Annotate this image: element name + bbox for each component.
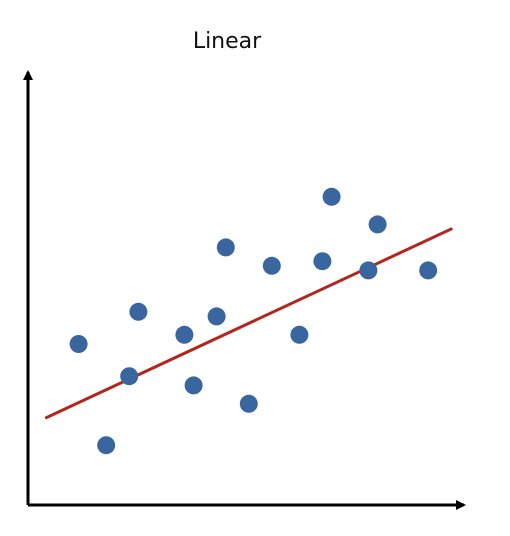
data-point <box>290 325 309 344</box>
data-point <box>239 394 258 413</box>
data-point <box>322 187 341 206</box>
data-point <box>313 252 332 271</box>
data-point <box>97 436 116 455</box>
trend-line <box>44 227 453 420</box>
data-point <box>368 215 387 234</box>
chart-title: Linear <box>193 29 262 54</box>
data-point <box>207 307 226 326</box>
data-point <box>262 256 281 275</box>
data-point <box>175 325 194 344</box>
data-point <box>419 261 438 280</box>
trend-layer <box>44 227 453 420</box>
data-point <box>184 376 203 395</box>
data-point <box>69 335 88 353</box>
data-point <box>216 238 235 257</box>
data-point <box>359 261 378 280</box>
data-point <box>129 302 148 321</box>
data-point <box>120 367 139 386</box>
points-layer <box>69 187 438 455</box>
axes <box>23 70 466 510</box>
